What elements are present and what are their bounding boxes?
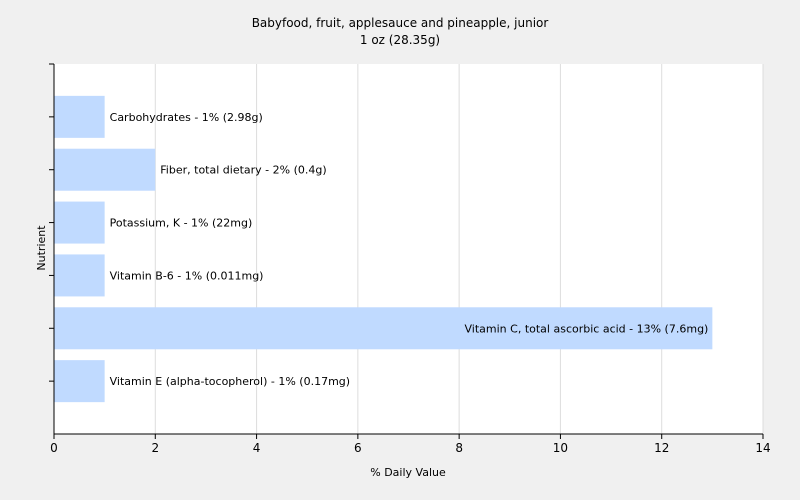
x-tick-label: 8 [455,441,463,455]
bar-label: Vitamin B-6 - 1% (0.011mg) [110,269,264,282]
x-axis-label: % Daily Value [370,466,446,479]
x-tick-label: 12 [654,441,669,455]
y-axis-label: Nutrient [35,225,48,271]
bar [54,95,105,138]
bar-label: Carbohydrates - 1% (2.98g) [110,111,263,124]
bar [54,148,156,191]
bar-label: Potassium, K - 1% (22mg) [110,217,253,230]
axes: 0 2 4 6 8 10 12 14 [49,63,771,455]
bar-label: Vitamin C, total ascorbic acid - 13% (7.… [465,322,709,335]
x-tick-label: 14 [755,441,770,455]
bar-label: Vitamin E (alpha-tocopherol) - 1% (0.17m… [110,375,350,388]
bar [54,360,105,403]
bars: Carbohydrates - 1% (2.98g) Fiber, total d… [54,95,713,403]
bar [54,201,105,244]
bar [54,254,105,297]
x-tick-label: 2 [151,441,159,455]
plot-area [54,64,763,434]
bar-label: Fiber, total dietary - 2% (0.4g) [160,164,326,177]
grid-lines [154,64,764,434]
x-tick-label: 10 [553,441,568,455]
x-tick-label: 4 [253,441,261,455]
bar [54,307,713,350]
chart-subtitle: 1 oz (28.35g) [360,33,440,47]
x-tick-label: 0 [50,441,58,455]
x-tick-label: 6 [354,441,362,455]
chart-title: Babyfood, fruit, applesauce and pineappl… [252,16,549,30]
